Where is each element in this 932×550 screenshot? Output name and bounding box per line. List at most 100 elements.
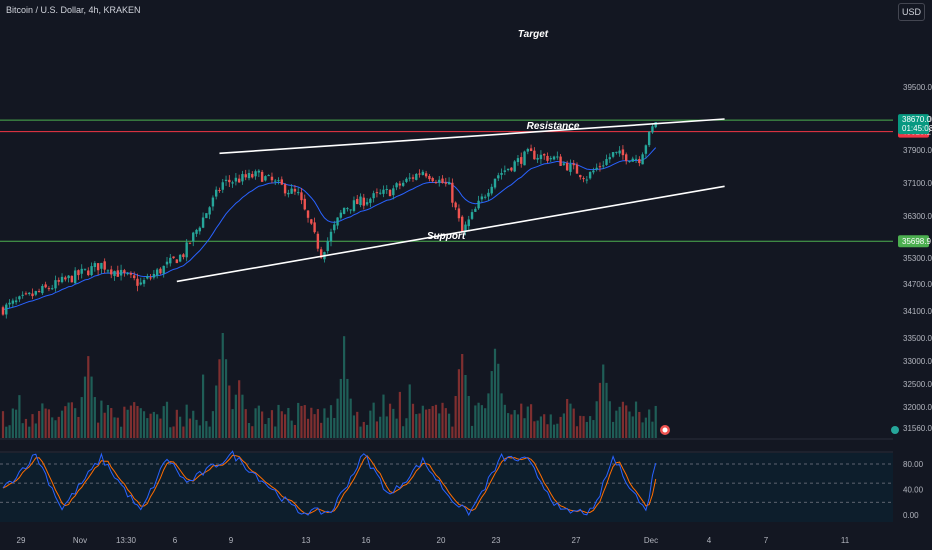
currency-button[interactable]: USD: [898, 3, 925, 21]
volume-bar: [490, 371, 493, 438]
volume-bar: [185, 404, 188, 438]
candle-body: [129, 272, 133, 275]
volume-bar: [618, 406, 621, 438]
candle-body: [326, 240, 329, 252]
candle-body: [44, 284, 47, 288]
candle-body: [474, 208, 477, 212]
candle-body: [356, 198, 359, 205]
candle-body: [421, 171, 425, 175]
time-tick-label: Nov: [73, 536, 87, 545]
candle-body: [329, 231, 333, 242]
volume-bar: [37, 410, 41, 438]
candle-body: [483, 196, 487, 198]
status-icon: [891, 426, 899, 434]
candle-body: [470, 212, 474, 219]
candle-body: [365, 202, 369, 205]
volume-bar: [60, 410, 64, 438]
volume-bar: [536, 420, 539, 438]
price-tick-label: 37900.0: [903, 146, 932, 155]
candle-body: [133, 275, 136, 279]
candle-body: [395, 183, 398, 188]
price-tick-label: 32000.0: [903, 403, 932, 412]
volume-bar: [470, 425, 474, 438]
candle-body: [454, 202, 457, 208]
candle-body: [280, 179, 283, 185]
volume-bar: [641, 422, 644, 438]
candle-body: [480, 196, 484, 200]
candle-body: [503, 170, 507, 172]
candle-body: [457, 208, 461, 219]
volume-bar: [18, 395, 21, 438]
volume-bar: [83, 376, 87, 438]
candle-body: [602, 165, 605, 167]
candle-body: [11, 300, 15, 304]
candle-body: [647, 131, 651, 146]
volume-bar: [195, 419, 198, 438]
candle-body: [333, 224, 336, 231]
price-tick-label: 39500.0: [903, 83, 932, 92]
volume-bar: [244, 409, 247, 438]
candle-body: [588, 172, 592, 179]
volume-bar: [648, 409, 651, 438]
candle-body: [516, 158, 520, 163]
volume-bar: [64, 406, 67, 438]
candle-body: [641, 154, 644, 165]
volume-bar: [169, 427, 172, 438]
candle-body: [283, 184, 287, 194]
stochastic-tick-label: 40.00: [903, 486, 924, 495]
candle-body: [342, 207, 346, 214]
candle-body: [411, 177, 415, 179]
candle-body: [490, 186, 493, 194]
volume-bar: [559, 416, 562, 438]
candle-body: [221, 182, 224, 190]
candle-body: [477, 200, 480, 209]
volume-bar: [198, 425, 201, 438]
volume-bar: [77, 416, 80, 438]
stochastic-tick-label: 0.00: [903, 511, 919, 520]
candle-body: [8, 302, 11, 305]
candle-body: [87, 270, 90, 276]
volume-bar: [346, 378, 349, 438]
candle-body: [552, 156, 556, 160]
candle-body: [231, 182, 234, 184]
volume-bar: [329, 405, 333, 438]
volume-bar: [628, 411, 631, 438]
time-tick-label: 29: [17, 536, 26, 545]
candle-body: [106, 270, 110, 272]
candle-body: [70, 275, 74, 283]
candle-body: [215, 189, 218, 197]
volume-bar: [142, 411, 146, 438]
volume-bar: [500, 393, 503, 438]
volume-bar: [585, 421, 588, 438]
candle-body: [195, 229, 198, 234]
volume-bar: [5, 426, 8, 438]
price-tick-label: 34100.0: [903, 307, 932, 316]
volume-bar: [454, 396, 457, 438]
volume-bar: [398, 391, 401, 438]
candle-body: [654, 122, 657, 128]
volume-bar: [598, 382, 602, 438]
volume-bar: [621, 401, 625, 438]
volume-bar: [529, 404, 533, 438]
volume-bar: [149, 413, 152, 438]
candle-body: [224, 179, 228, 182]
candle-body: [434, 182, 438, 184]
candle-body: [237, 178, 241, 183]
candle-body: [228, 179, 231, 183]
candle-body: [618, 150, 621, 154]
candle-body: [487, 192, 490, 197]
candle-body: [611, 152, 615, 157]
candle-body: [142, 280, 146, 284]
candle-body: [431, 178, 434, 182]
volume-bar: [421, 405, 424, 438]
candle-body: [188, 242, 192, 244]
candle-body: [169, 257, 172, 264]
candle-body: [73, 270, 77, 284]
volume-bar: [556, 423, 559, 438]
volume-bar: [47, 409, 51, 438]
volume-bar: [21, 423, 24, 438]
volume-bar: [520, 403, 523, 438]
candle-body: [572, 163, 575, 166]
candle-body: [67, 275, 70, 279]
